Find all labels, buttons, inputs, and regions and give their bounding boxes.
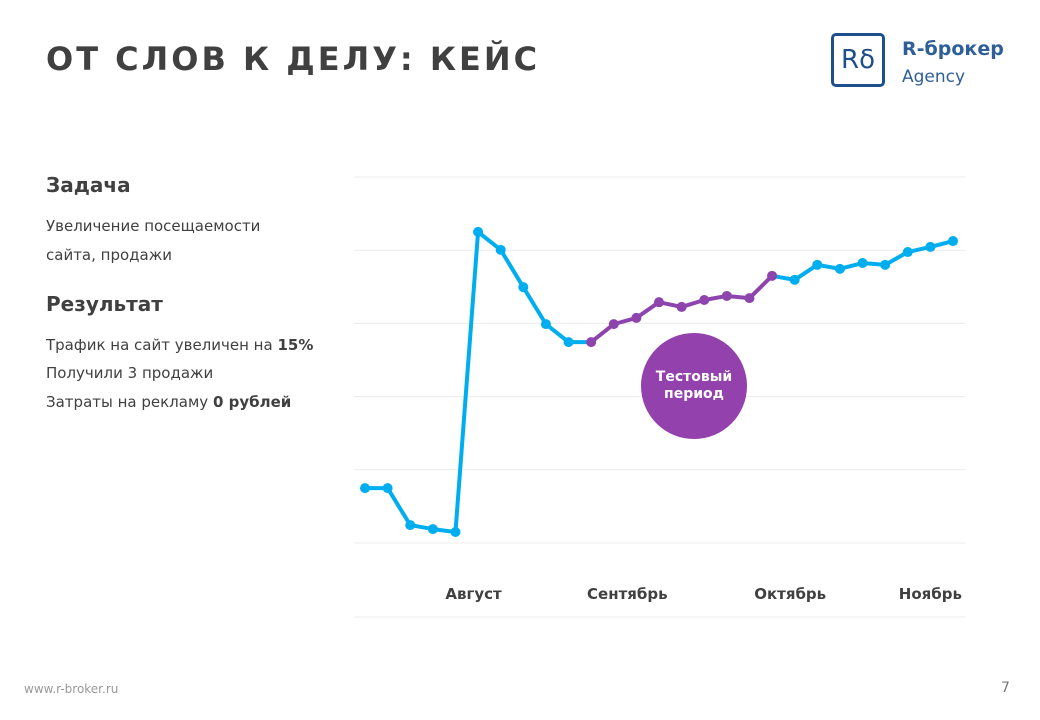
logo-name: R-брокер <box>902 38 1004 60</box>
logo-subtitle: Agency <box>902 67 966 87</box>
data-point <box>925 241 936 252</box>
series-segment <box>521 285 548 327</box>
data-point <box>360 483 370 494</box>
result-text: Затраты на рекламу <box>46 393 213 411</box>
data-point <box>767 270 778 281</box>
data-point <box>427 524 438 535</box>
data-point <box>744 293 755 304</box>
data-point <box>382 483 393 494</box>
footer-url: www.r-broker.ru <box>24 682 119 696</box>
data-point <box>608 319 619 330</box>
badge-line: Тестовый <box>655 369 733 385</box>
data-point <box>405 520 416 531</box>
data-point <box>948 236 958 247</box>
data-point <box>631 312 642 323</box>
result-value: 0 рублей <box>212 393 292 411</box>
logo-icon: Rδ <box>831 33 885 87</box>
data-point <box>450 527 461 538</box>
result-text: Трафик на сайт увеличен на <box>46 336 278 354</box>
data-point <box>902 247 913 258</box>
series-segment <box>453 229 481 535</box>
page-number: 7 <box>1001 680 1010 696</box>
result-line-traffic: Трафик на сайт увеличен на 15% <box>46 331 313 360</box>
data-point <box>654 297 664 308</box>
data-point <box>676 301 687 312</box>
x-tick-label: Ноябрь <box>899 585 962 603</box>
data-point <box>857 258 868 269</box>
data-point <box>563 337 574 348</box>
page-title: ОТ СЛОВ К ДЕЛУ: КЕЙС <box>46 40 541 78</box>
result-value: 15% <box>277 336 314 354</box>
result-line-sales: Получили 3 продажи <box>46 364 214 382</box>
result-heading: Результат <box>46 292 163 316</box>
x-tick-label: Август <box>445 585 502 603</box>
task-line: Увеличение посещаемости <box>46 217 261 235</box>
logo-mark: Rδ <box>841 45 875 75</box>
result-line-cost: Затраты на рекламу 0 рублей <box>46 388 291 417</box>
data-point <box>586 337 597 348</box>
data-point <box>880 259 891 270</box>
data-point <box>473 226 484 237</box>
data-point <box>699 294 710 305</box>
series-segment <box>385 486 413 528</box>
task-line: сайта, продажи <box>46 246 172 264</box>
badge-line: период <box>664 386 724 402</box>
series-segment <box>747 273 775 301</box>
task-heading: Задача <box>46 173 131 197</box>
data-point <box>495 244 506 255</box>
test-period-badge: Тестовый период <box>641 333 747 439</box>
data-point <box>518 282 529 293</box>
x-tick-label: Сентябрь <box>587 585 668 603</box>
data-point <box>812 259 823 270</box>
x-tick-label: Октябрь <box>754 585 826 603</box>
data-point <box>540 319 551 330</box>
data-point <box>721 290 732 301</box>
series-segment <box>498 247 526 290</box>
data-point <box>834 263 845 274</box>
data-point <box>789 274 800 285</box>
